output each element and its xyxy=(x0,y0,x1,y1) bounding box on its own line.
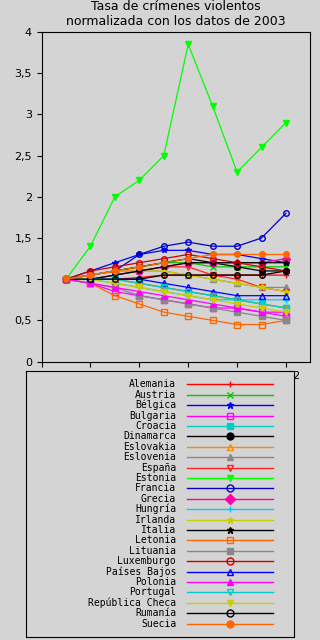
Text: Italia: Italia xyxy=(141,525,176,535)
Text: Irlanda: Irlanda xyxy=(135,515,176,525)
Text: Países Bajos: Países Bajos xyxy=(106,566,176,577)
Text: Portugal: Portugal xyxy=(129,588,176,597)
Text: Polonia: Polonia xyxy=(135,577,176,587)
Text: Bulgaria: Bulgaria xyxy=(129,411,176,420)
Text: Alemania: Alemania xyxy=(129,380,176,389)
Text: Estonia: Estonia xyxy=(135,473,176,483)
Title: Tasa de crímenes violentos
normalizada con los datos de 2003: Tasa de crímenes violentos normalizada c… xyxy=(66,0,286,28)
Text: Lituania: Lituania xyxy=(129,546,176,556)
Text: Eslovakia: Eslovakia xyxy=(123,442,176,452)
Text: Letonia: Letonia xyxy=(135,536,176,545)
Text: España: España xyxy=(141,463,176,472)
Text: Suecia: Suecia xyxy=(141,619,176,628)
Text: Dinamarca: Dinamarca xyxy=(123,431,176,442)
Text: Bélgica: Bélgica xyxy=(135,400,176,410)
Text: República Checa: República Checa xyxy=(88,598,176,608)
Text: Grecia: Grecia xyxy=(141,494,176,504)
Text: Croacia: Croacia xyxy=(135,421,176,431)
Text: Hungría: Hungría xyxy=(135,504,176,515)
Text: Francia: Francia xyxy=(135,483,176,493)
Text: Eslovenia: Eslovenia xyxy=(123,452,176,462)
Text: Rumanía: Rumanía xyxy=(135,608,176,618)
Text: Luxemburgo: Luxemburgo xyxy=(117,556,176,566)
Text: Austria: Austria xyxy=(135,390,176,400)
